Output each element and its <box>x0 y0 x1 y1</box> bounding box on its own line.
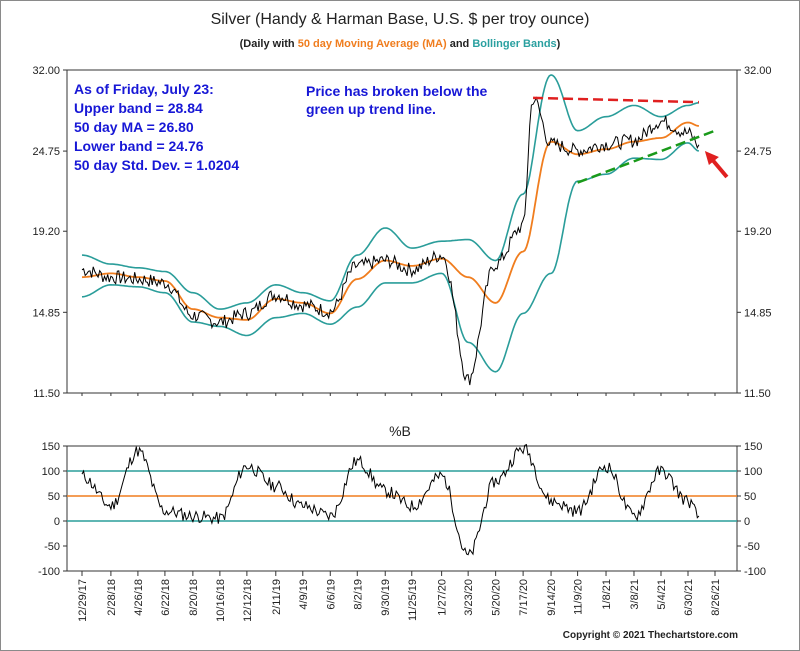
copyright: Copyright © 2021 Thechartstore.com <box>562 630 738 641</box>
price-ytick-label-right-1: 24.75 <box>744 146 772 158</box>
xtick-label-8: 4/9/19 <box>298 579 310 610</box>
subtitle-ma-label: 50 day Moving Average (MA) <box>297 38 447 50</box>
pb-ytick-label-right-1: 100 <box>744 466 762 478</box>
price-ytick-label-left-4: 11.50 <box>33 388 60 400</box>
series-lower-band <box>81 142 700 373</box>
trend-note: Price has broken below the green up tren… <box>306 82 506 118</box>
xtick-label-17: 9/14/20 <box>546 579 558 616</box>
xtick-label-3: 6/22/18 <box>160 579 172 616</box>
pb-ytick-label-left-0: 150 <box>42 441 60 453</box>
trend-note-line-2: green up trend line. <box>306 101 436 117</box>
xtick-label-7: 2/11/19 <box>271 579 283 615</box>
xtick-label-23: 8/26/21 <box>710 579 722 616</box>
up-trendline <box>577 129 716 184</box>
pb-ytick-label-right-2: 50 <box>744 491 756 503</box>
xtick-label-6: 12/12/18 <box>242 579 254 622</box>
percent-b-panel-border <box>66 445 738 572</box>
xtick-label-19: 1/8/21 <box>601 579 613 610</box>
price-ytick-label-right-3: 14.85 <box>744 307 772 319</box>
xtick-label-14: 3/23/20 <box>463 579 475 616</box>
subtitle-bb-label: Bollinger Bands <box>472 38 557 50</box>
chart-subtitle: (Daily with 50 day Moving Average (MA) a… <box>0 38 800 50</box>
stats-line-ma: 50 day MA = 26.80 <box>74 119 194 135</box>
subtitle-prefix: (Daily with <box>239 38 298 50</box>
pb-ytick-label-left-3: 0 <box>54 516 60 528</box>
break-arrow-head <box>704 151 719 166</box>
pb-ytick-label-left-5: -100 <box>38 566 60 578</box>
pb-ytick-label-left-1: 100 <box>42 466 60 478</box>
series-moving-average <box>81 121 700 321</box>
xtick-label-22: 6/30/21 <box>683 579 695 616</box>
price-ytick-label-left-2: 19.20 <box>32 226 60 238</box>
xtick-label-18: 11/9/20 <box>573 579 585 615</box>
xtick-label-5: 10/16/18 <box>215 579 227 622</box>
xtick-label-10: 8/2/19 <box>352 579 364 610</box>
price-ytick-label-right-2: 19.20 <box>744 226 772 238</box>
xtick-label-15: 5/20/20 <box>491 579 503 616</box>
trend-note-line-1: Price has broken below the <box>306 83 488 99</box>
series-percent-b <box>81 443 700 556</box>
stats-annotation: As of Friday, July 23: Upper band = 28.8… <box>74 80 239 175</box>
chart-title: Silver (Handy & Harman Base, U.S. $ per … <box>210 11 590 28</box>
pb-ytick-label-left-2: 50 <box>48 491 60 503</box>
resistance-trendline <box>533 96 699 104</box>
series-price <box>81 96 700 386</box>
price-ytick-label-left-0: 32.00 <box>32 65 60 77</box>
stats-line-date: As of Friday, July 23: <box>74 81 214 97</box>
stats-line-stddev: 50 day Std. Dev. = 1.0204 <box>74 157 240 173</box>
pb-ytick-label-right-0: 150 <box>744 441 762 453</box>
subtitle-and: and <box>446 38 473 50</box>
pb-ytick-label-right-3: 0 <box>744 516 750 528</box>
percent-b-title: %B <box>389 423 411 439</box>
xtick-label-11: 9/30/19 <box>380 579 392 616</box>
pb-ytick-label-right-5: -100 <box>744 566 766 578</box>
price-ytick-label-right-4: 11.50 <box>744 388 771 400</box>
price-ytick-label-right-0: 32.00 <box>744 65 772 77</box>
xtick-label-16: 7/17/20 <box>518 579 530 616</box>
xtick-label-21: 5/4/21 <box>656 579 668 610</box>
subtitle-suffix: ) <box>556 38 561 50</box>
xtick-label-2: 4/26/18 <box>133 579 145 616</box>
xtick-label-1: 2/28/18 <box>106 579 118 616</box>
xtick-label-13: 1/27/20 <box>437 579 449 616</box>
series-upper-band <box>81 74 699 310</box>
stats-line-lower: Lower band = 24.76 <box>74 138 204 154</box>
xtick-label-4: 8/20/18 <box>188 579 200 616</box>
xtick-label-0: 12/29/17 <box>77 579 89 622</box>
price-ytick-label-left-3: 14.85 <box>32 307 60 319</box>
pb-ytick-label-left-4: -50 <box>44 541 60 553</box>
stats-line-upper: Upper band = 28.84 <box>74 100 203 116</box>
xtick-label-12: 11/25/19 <box>407 579 419 621</box>
price-ytick-label-left-1: 24.75 <box>32 146 60 158</box>
xtick-label-9: 6/6/19 <box>325 579 337 610</box>
xtick-label-20: 3/8/21 <box>629 579 641 610</box>
pb-ytick-label-right-4: -50 <box>744 541 760 553</box>
